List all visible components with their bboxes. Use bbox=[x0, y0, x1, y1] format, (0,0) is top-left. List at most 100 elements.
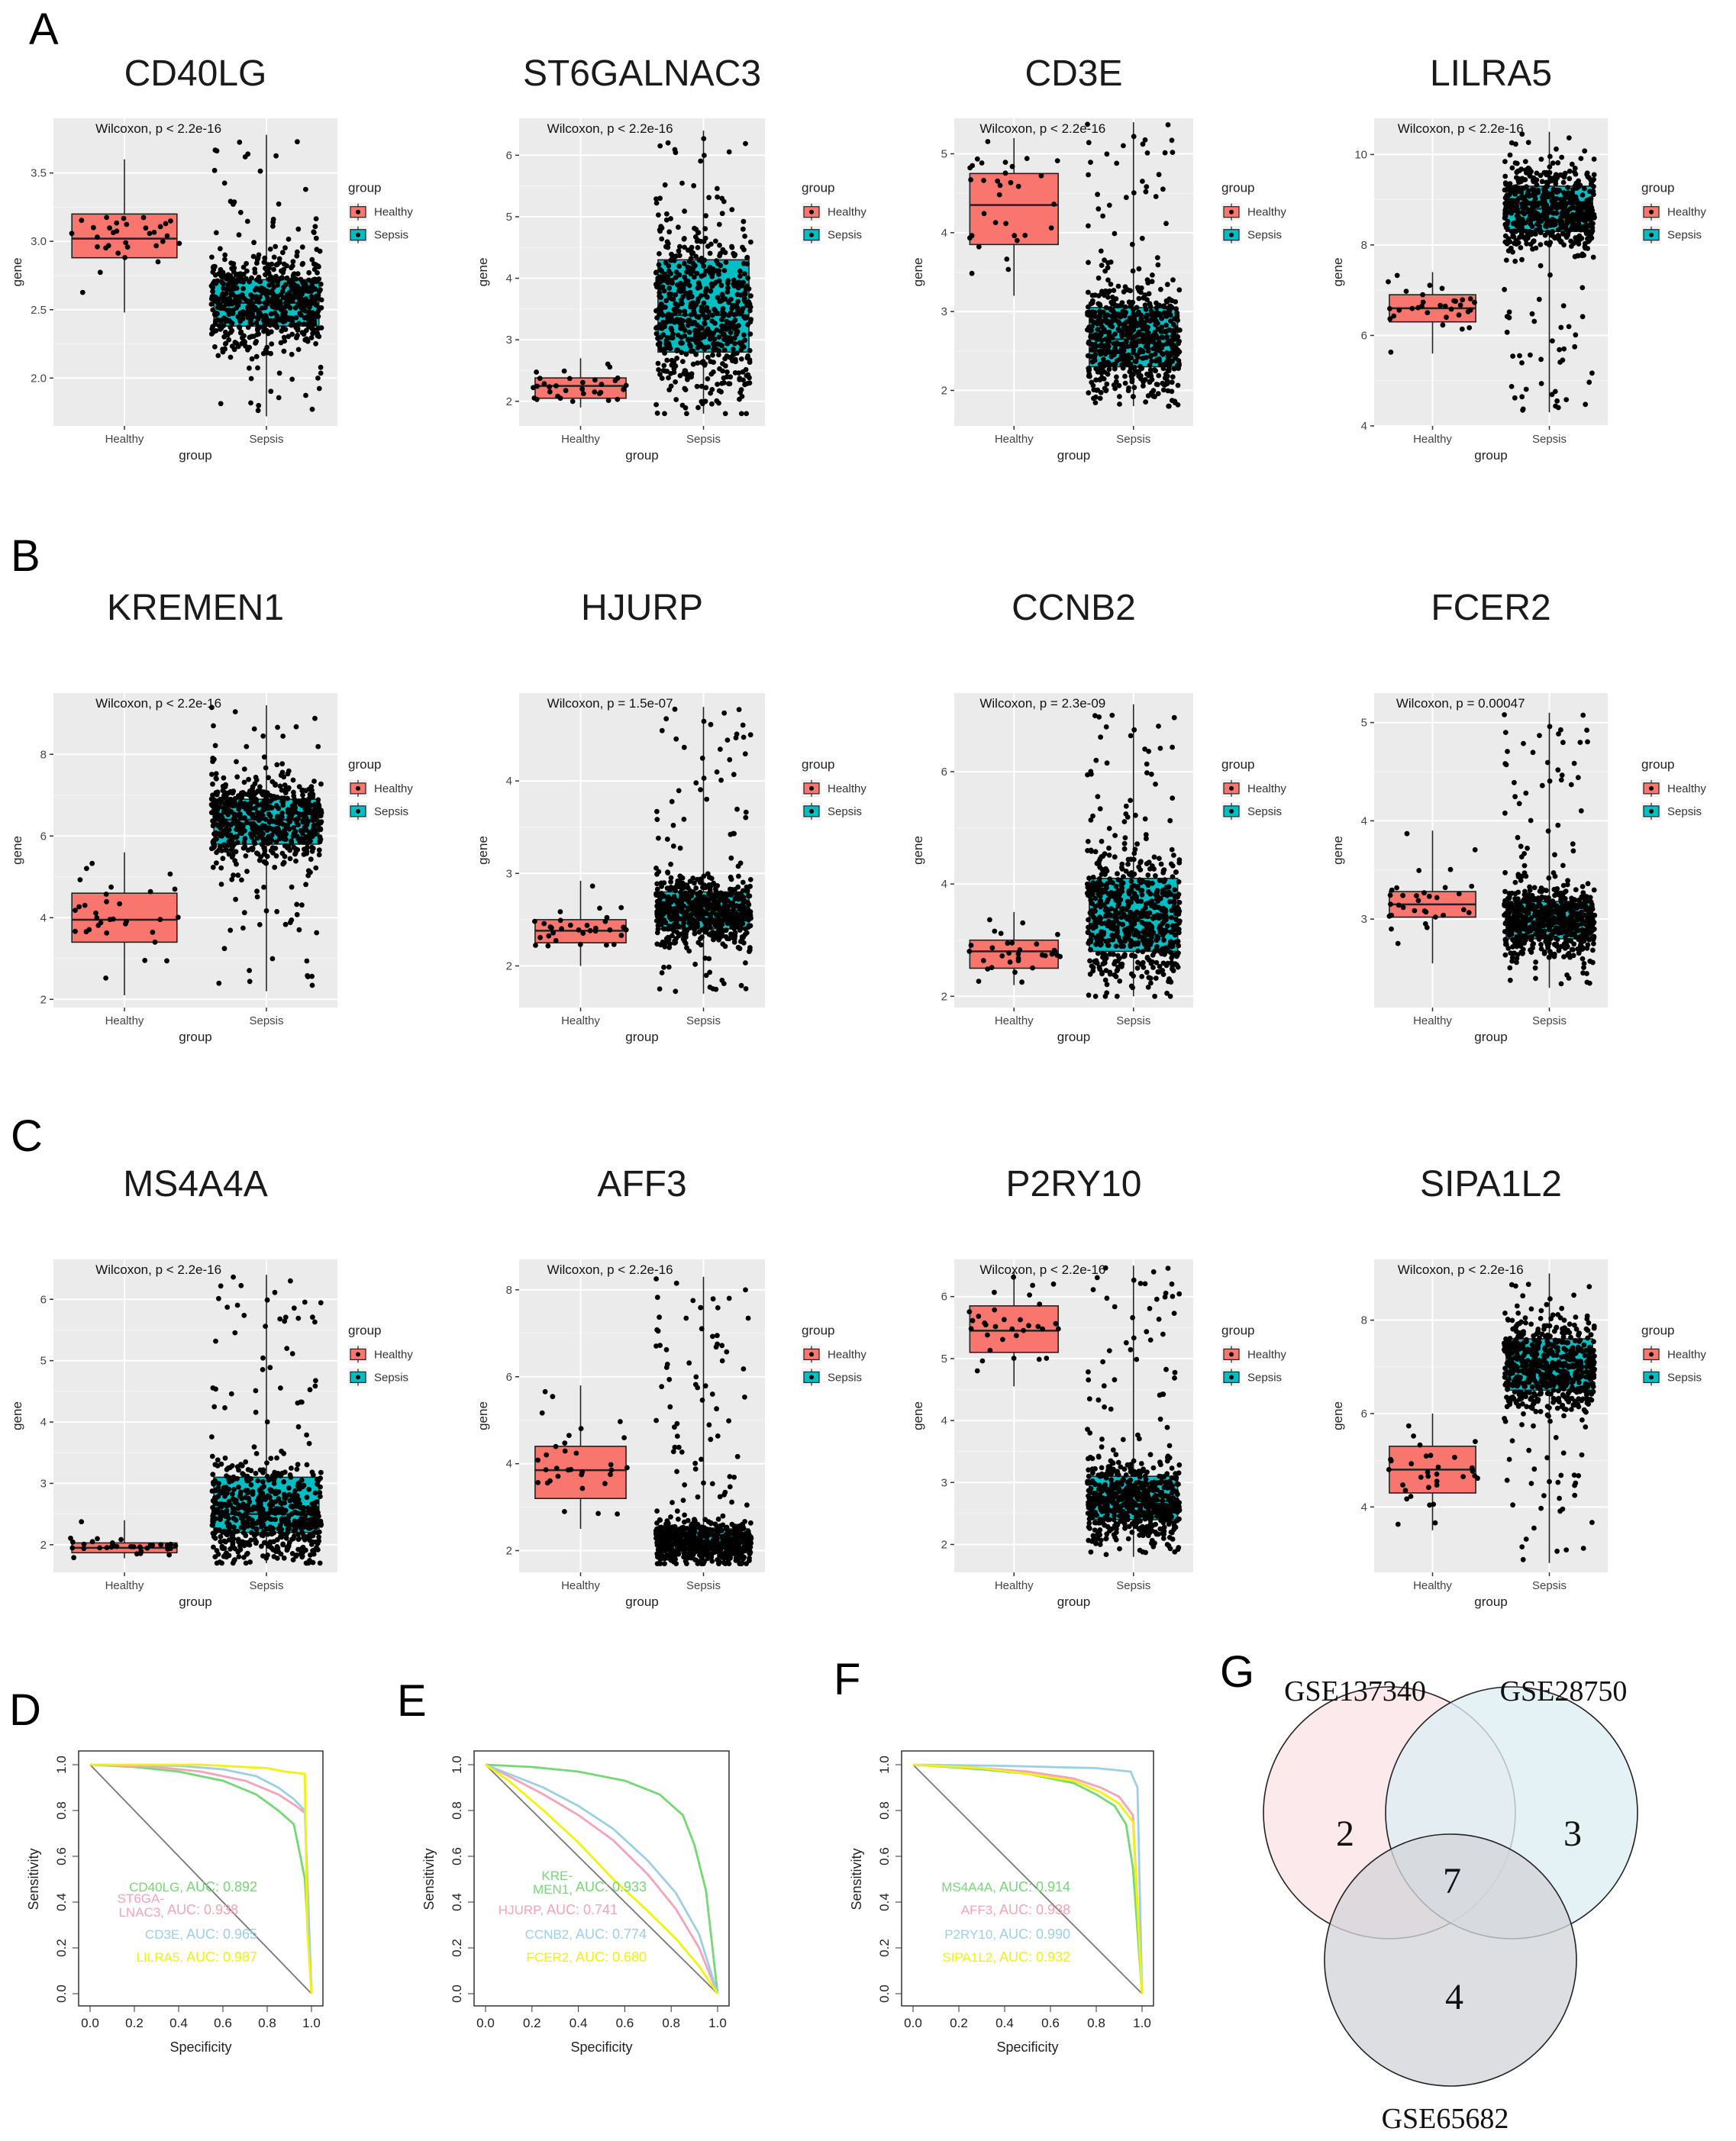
data-point bbox=[214, 860, 219, 866]
data-point bbox=[93, 910, 98, 916]
data-point bbox=[741, 344, 747, 350]
legend-item-label: Sepsis bbox=[1247, 229, 1282, 242]
data-point bbox=[282, 338, 288, 344]
data-point bbox=[563, 388, 569, 394]
data-point bbox=[1538, 229, 1544, 234]
data-point bbox=[676, 224, 681, 231]
data-point bbox=[657, 918, 663, 924]
data-point bbox=[305, 868, 311, 874]
data-point bbox=[1169, 379, 1175, 385]
data-point bbox=[227, 796, 234, 802]
data-point bbox=[577, 942, 583, 947]
data-point bbox=[240, 335, 245, 341]
data-point bbox=[280, 821, 286, 827]
data-point bbox=[679, 402, 686, 408]
data-point bbox=[277, 783, 283, 789]
data-point bbox=[222, 256, 227, 263]
data-point bbox=[663, 920, 669, 925]
data-point bbox=[659, 727, 665, 734]
data-point bbox=[720, 247, 726, 253]
data-point bbox=[702, 885, 708, 891]
y-axis-title: gene bbox=[476, 836, 490, 865]
data-point bbox=[247, 310, 253, 315]
panel-label-g: G bbox=[1220, 1647, 1254, 1697]
data-point bbox=[303, 186, 308, 192]
data-point bbox=[1164, 334, 1170, 340]
data-point bbox=[1566, 215, 1572, 221]
data-point bbox=[662, 346, 668, 352]
data-point bbox=[1139, 888, 1145, 893]
data-point bbox=[282, 245, 288, 251]
data-point bbox=[673, 308, 679, 314]
data-point bbox=[268, 389, 274, 395]
data-point bbox=[1573, 332, 1579, 338]
data-point bbox=[1088, 946, 1093, 953]
data-point bbox=[723, 363, 728, 369]
data-point bbox=[658, 942, 663, 948]
data-point bbox=[318, 281, 324, 287]
data-point bbox=[1164, 282, 1170, 288]
x-tick-label: Sepsis bbox=[686, 433, 721, 446]
data-point bbox=[1085, 353, 1091, 359]
data-point bbox=[710, 352, 715, 358]
data-point bbox=[1157, 923, 1163, 929]
data-point bbox=[702, 320, 708, 326]
data-point bbox=[318, 287, 323, 293]
data-point bbox=[313, 815, 318, 821]
data-point bbox=[1170, 277, 1176, 283]
data-point bbox=[665, 315, 671, 321]
y-tick-label: 10 bbox=[1354, 148, 1367, 161]
data-point bbox=[311, 329, 317, 335]
data-point bbox=[673, 269, 679, 275]
data-point bbox=[1113, 974, 1119, 979]
data-point bbox=[1105, 295, 1111, 300]
data-point bbox=[1092, 352, 1099, 357]
data-point bbox=[1131, 394, 1136, 399]
data-point bbox=[308, 792, 314, 798]
data-point bbox=[217, 323, 222, 329]
y-tick-label: 3.5 bbox=[31, 167, 47, 180]
data-point bbox=[213, 771, 219, 776]
data-point bbox=[1155, 391, 1161, 397]
data-point bbox=[257, 168, 263, 174]
data-point bbox=[282, 921, 289, 927]
data-point bbox=[1514, 160, 1520, 166]
data-point bbox=[1090, 298, 1095, 304]
data-point bbox=[104, 930, 110, 936]
data-point bbox=[1139, 912, 1145, 918]
data-point bbox=[1100, 889, 1106, 895]
data-point bbox=[716, 268, 721, 274]
data-point bbox=[301, 321, 307, 327]
data-point bbox=[744, 930, 750, 936]
data-point bbox=[1440, 322, 1446, 328]
data-point bbox=[1451, 298, 1457, 304]
data-point bbox=[1159, 324, 1165, 331]
y-axis-title: gene bbox=[911, 258, 925, 287]
data-point bbox=[1019, 979, 1024, 985]
data-point bbox=[720, 305, 726, 311]
data-point bbox=[741, 904, 747, 911]
data-point bbox=[663, 936, 670, 942]
data-point bbox=[1547, 169, 1553, 176]
data-point bbox=[1145, 888, 1151, 895]
data-point bbox=[1170, 795, 1176, 801]
data-point bbox=[1151, 332, 1157, 337]
data-point bbox=[587, 927, 593, 933]
data-point bbox=[213, 230, 219, 236]
data-point bbox=[979, 160, 985, 166]
data-point bbox=[701, 136, 707, 142]
data-point bbox=[1564, 221, 1570, 227]
data-point bbox=[740, 369, 746, 375]
data-point bbox=[79, 218, 85, 224]
data-point bbox=[1531, 214, 1537, 220]
data-point bbox=[580, 379, 586, 385]
data-point bbox=[222, 789, 227, 795]
data-point bbox=[270, 224, 276, 229]
panel-label-e: E bbox=[397, 1676, 427, 1726]
data-point bbox=[1127, 318, 1133, 324]
data-point bbox=[1113, 379, 1119, 385]
data-point bbox=[693, 227, 699, 232]
data-point bbox=[660, 892, 666, 898]
data-point bbox=[1153, 368, 1158, 374]
data-point bbox=[1523, 386, 1529, 392]
